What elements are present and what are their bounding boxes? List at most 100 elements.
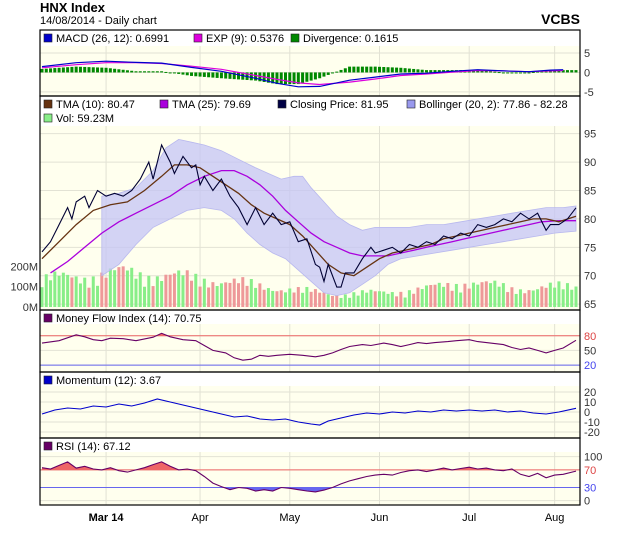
divergence-bar bbox=[185, 72, 189, 76]
chart-subtitle: 14/08/2014 - Daily chart bbox=[40, 15, 157, 27]
divergence-bar bbox=[66, 67, 70, 73]
volume-bar bbox=[450, 290, 454, 307]
legend-swatch bbox=[159, 99, 169, 109]
divergence-bar bbox=[433, 70, 437, 73]
y-tick-label: 0 bbox=[584, 407, 590, 419]
volume-bar bbox=[420, 289, 424, 307]
volume-bar bbox=[352, 292, 356, 307]
legend-swatch bbox=[277, 99, 287, 109]
volume-bar bbox=[536, 289, 540, 307]
divergence-bar bbox=[91, 67, 95, 73]
y-tick-label: 0 bbox=[584, 67, 590, 79]
divergence-bar bbox=[437, 70, 441, 73]
volume-bar bbox=[382, 291, 386, 307]
divergence-bar bbox=[557, 70, 561, 73]
y-tick-label: 70 bbox=[584, 465, 596, 477]
divergence-bar bbox=[100, 67, 104, 73]
volume-bar bbox=[96, 285, 100, 307]
divergence-bar bbox=[49, 68, 53, 73]
volume-bar bbox=[330, 295, 334, 307]
y-tick-label: 5 bbox=[584, 48, 590, 60]
volume-bar bbox=[194, 273, 198, 307]
divergence-bar bbox=[271, 72, 275, 84]
volume-bar bbox=[489, 283, 493, 307]
volume-bar bbox=[40, 287, 44, 307]
volume-bar bbox=[557, 281, 561, 307]
volume-bar bbox=[518, 289, 522, 307]
legend-swatch bbox=[43, 33, 53, 43]
volume-bar bbox=[44, 274, 48, 307]
legend-label: Divergence: 0.1615 bbox=[303, 33, 398, 45]
volume-bar bbox=[288, 288, 292, 307]
volume-bar bbox=[335, 295, 339, 307]
divergence-bar bbox=[190, 72, 194, 76]
y-tick-label: 80 bbox=[584, 331, 596, 343]
legend-strip-price bbox=[40, 96, 580, 126]
legend-label: Bollinger (20, 2): 77.86 - 82.28 bbox=[419, 99, 568, 111]
legend-swatch bbox=[193, 33, 203, 43]
volume-bar bbox=[70, 277, 74, 307]
divergence-bar bbox=[489, 71, 493, 73]
divergence-bar bbox=[134, 71, 138, 73]
volume-bar bbox=[506, 292, 510, 307]
volume-bar bbox=[66, 274, 70, 307]
volume-bar bbox=[514, 293, 518, 307]
volume-bar bbox=[232, 278, 236, 307]
y-tick-label: 65 bbox=[584, 299, 596, 311]
divergence-bar bbox=[318, 72, 322, 79]
volume-bar bbox=[369, 289, 373, 307]
volume-bar bbox=[454, 283, 458, 307]
volume-bar bbox=[343, 294, 347, 307]
volume-bar bbox=[215, 286, 219, 307]
divergence-bar bbox=[356, 66, 360, 73]
volume-bar bbox=[117, 267, 121, 307]
legend-strip-rsi bbox=[40, 438, 580, 452]
volume-bar bbox=[412, 293, 416, 307]
x-tick-label: Mar 14 bbox=[89, 512, 125, 524]
divergence-bar bbox=[181, 72, 185, 75]
volume-bar bbox=[125, 270, 129, 307]
divergence-bar bbox=[177, 72, 181, 74]
divergence-bar bbox=[390, 67, 394, 73]
divergence-bar bbox=[493, 71, 497, 73]
divergence-bar bbox=[403, 68, 407, 73]
divergence-bar bbox=[254, 72, 258, 81]
volume-bar bbox=[151, 286, 155, 307]
divergence-bar bbox=[292, 72, 296, 85]
divergence-bar bbox=[360, 66, 364, 73]
volume-bar bbox=[570, 289, 574, 307]
volume-bar bbox=[446, 282, 450, 307]
volume-bar bbox=[108, 268, 112, 307]
volume-bar bbox=[326, 294, 330, 307]
divergence-bar bbox=[160, 71, 164, 73]
volume-bar bbox=[83, 277, 87, 307]
divergence-bar bbox=[275, 72, 279, 85]
y-tick-label: 90 bbox=[584, 157, 596, 169]
volume-bar bbox=[574, 286, 578, 307]
volume-bar bbox=[305, 286, 309, 307]
divergence-bar bbox=[424, 70, 428, 73]
y-tick-label: -5 bbox=[584, 87, 594, 99]
rsi-line bbox=[41, 461, 577, 493]
volume-bar bbox=[429, 285, 433, 307]
divergence-bar bbox=[237, 72, 241, 80]
divergence-bar bbox=[352, 66, 356, 73]
divergence-bar bbox=[61, 67, 65, 73]
volume-bar bbox=[91, 276, 95, 307]
divergence-bar bbox=[309, 72, 313, 81]
volume-bar bbox=[155, 276, 159, 307]
volume-bar bbox=[241, 277, 245, 307]
divergence-bar bbox=[420, 69, 424, 73]
divergence-bar bbox=[506, 72, 510, 74]
volume-bar bbox=[501, 283, 505, 307]
volume-bar bbox=[407, 290, 411, 307]
volume-bar bbox=[493, 280, 497, 307]
divergence-bar bbox=[296, 72, 300, 85]
legend-label: TMA (25): 79.69 bbox=[172, 99, 251, 111]
x-tick-label: Aug bbox=[545, 512, 565, 524]
volume-bar bbox=[301, 292, 305, 307]
volume-bar bbox=[104, 277, 108, 307]
divergence-bar bbox=[151, 71, 155, 73]
divergence-bar bbox=[386, 67, 390, 73]
